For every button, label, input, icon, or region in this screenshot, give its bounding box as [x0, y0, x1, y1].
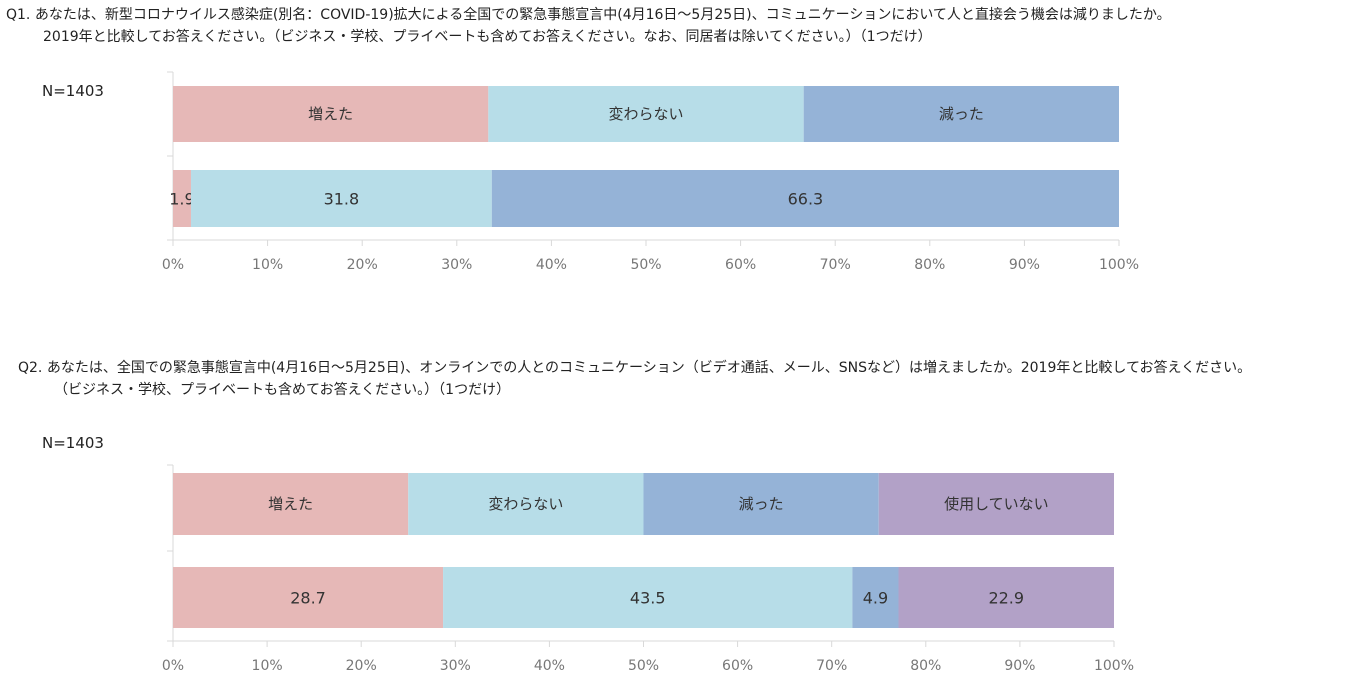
q2-title-line2: （ビジネス・学校、プライベートも含めてお答えください。）（1つだけ）: [54, 382, 511, 398]
q1-data-label-0: 1.9: [169, 190, 194, 209]
q1-bar-segment-1: [190, 170, 492, 227]
q1-legend-swatch-0: [173, 86, 489, 142]
q2-bar-segment-3: [898, 567, 1114, 628]
q1-x-tick-label-9: 90%: [1009, 257, 1040, 273]
q2-x-tick-label-9: 90%: [1004, 658, 1035, 674]
q1-title-line1: Q1. あなたは、新型コロナウイルス感染症(別名：COVID-19)拡大による全…: [6, 7, 1171, 23]
q2-data-label-0: 28.7: [290, 589, 326, 608]
q2-legend-label-2: 減った: [739, 495, 784, 513]
q1-n-label: N=1403: [42, 82, 104, 100]
q2-n-label: N=1403: [42, 434, 104, 452]
q2-x-tick-label-6: 60%: [722, 658, 753, 674]
q2-legend-swatch-2: [643, 473, 879, 535]
q1-x-tick-label-7: 70%: [820, 257, 851, 273]
q1-x-tick-label-2: 20%: [347, 257, 378, 273]
q2-x-tick-label-7: 70%: [816, 658, 847, 674]
q2-title-line1: Q2. あなたは、全国での緊急事態宣言中(4月16日～5月25日)、オンラインで…: [18, 360, 1252, 376]
q1-title-line2: 2019年と比較してお答えください。（ビジネス・学校、プライベートも含めてお答え…: [43, 29, 932, 45]
q1-legend-swatch-1: [488, 86, 804, 142]
q2-x-tick-label-3: 30%: [440, 658, 471, 674]
q1-x-tick-label-5: 50%: [630, 257, 661, 273]
q1-x-tick-label-6: 60%: [725, 257, 756, 273]
q1-legend-label-1: 変わらない: [608, 105, 683, 123]
q2-legend-label-1: 変わらない: [488, 495, 563, 513]
q2-bar-segment-2: [852, 567, 899, 628]
q2-data-label-1: 43.5: [630, 589, 666, 608]
q1-data-label-2: 66.3: [788, 190, 824, 209]
q2-legend-label-0: 増えた: [268, 495, 313, 513]
q2-bar-segment-0: [173, 567, 444, 628]
q1-bar-segment-0: [173, 170, 191, 227]
q2-legend-label-3: 使用していない: [944, 495, 1049, 513]
q1-legend-label-2: 減った: [939, 105, 984, 123]
q1-legend-swatch-2: [803, 86, 1119, 142]
q1-chart: 増えた 変わらない 減った 1.9 31.8 66.3 0% 10% 20% 30% 40% 50% 6…: [162, 71, 1139, 273]
q2-x-tick-label-10: 100%: [1094, 658, 1134, 674]
q2-legend-swatch-0: [173, 473, 409, 535]
q1-legend-label-0: 増えた: [308, 105, 353, 123]
q2-x-tick-label-2: 20%: [346, 658, 377, 674]
q2-x-tick-label-0: 0%: [162, 658, 184, 674]
q2-data-label-3: 22.9: [988, 589, 1024, 608]
q2-x-tick-label-4: 40%: [534, 658, 565, 674]
q1-x-tick-label-0: 0%: [162, 257, 184, 273]
q2-x-tick-label-8: 80%: [910, 658, 941, 674]
q2-data-label-2: 4.9: [863, 589, 888, 608]
q2-legend-swatch-3: [878, 473, 1114, 535]
q2-bar-segment-1: [443, 567, 853, 628]
q2-x-tick-label-5: 50%: [628, 658, 659, 674]
q1-x-tick-label-10: 100%: [1099, 257, 1139, 273]
q1-x-tick-label-3: 30%: [441, 257, 472, 273]
q1-x-tick-label-4: 40%: [536, 257, 567, 273]
q1-data-label-1: 31.8: [324, 190, 360, 209]
q2-x-tick-label-1: 10%: [252, 658, 283, 674]
q1-x-tick-label-8: 80%: [914, 257, 945, 273]
q2-title: Q2. あなたは、全国での緊急事態宣言中(4月16日～5月25日)、オンラインで…: [18, 357, 1251, 401]
q1-bar-segment-2: [491, 170, 1119, 227]
q1-title: Q1. あなたは、新型コロナウイルス感染症(別名：COVID-19)拡大による全…: [6, 4, 1171, 48]
q2-chart: 増えた 変わらない 減った 使用していない 28.7 43.5 4.9 22.9 0% 10% 20…: [162, 464, 1134, 674]
q2-legend-swatch-1: [408, 473, 644, 535]
q1-x-tick-label-1: 10%: [252, 257, 283, 273]
